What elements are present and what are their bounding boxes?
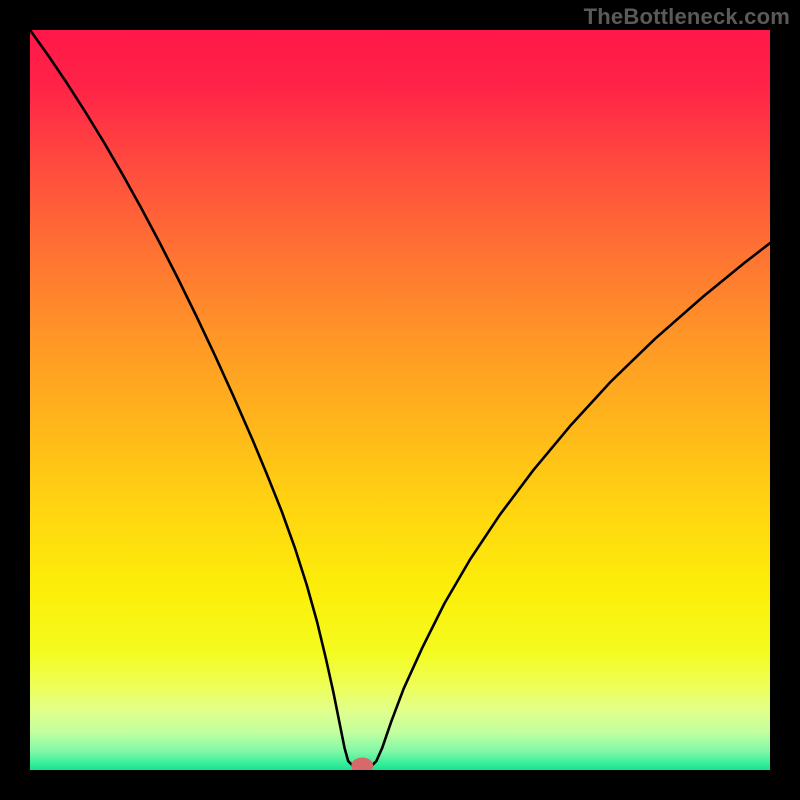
chart-background <box>30 30 770 770</box>
watermark-text: TheBottleneck.com <box>584 4 790 30</box>
plot-area <box>30 30 770 770</box>
figure-container: TheBottleneck.com <box>0 0 800 800</box>
gradient-chart <box>30 30 770 770</box>
